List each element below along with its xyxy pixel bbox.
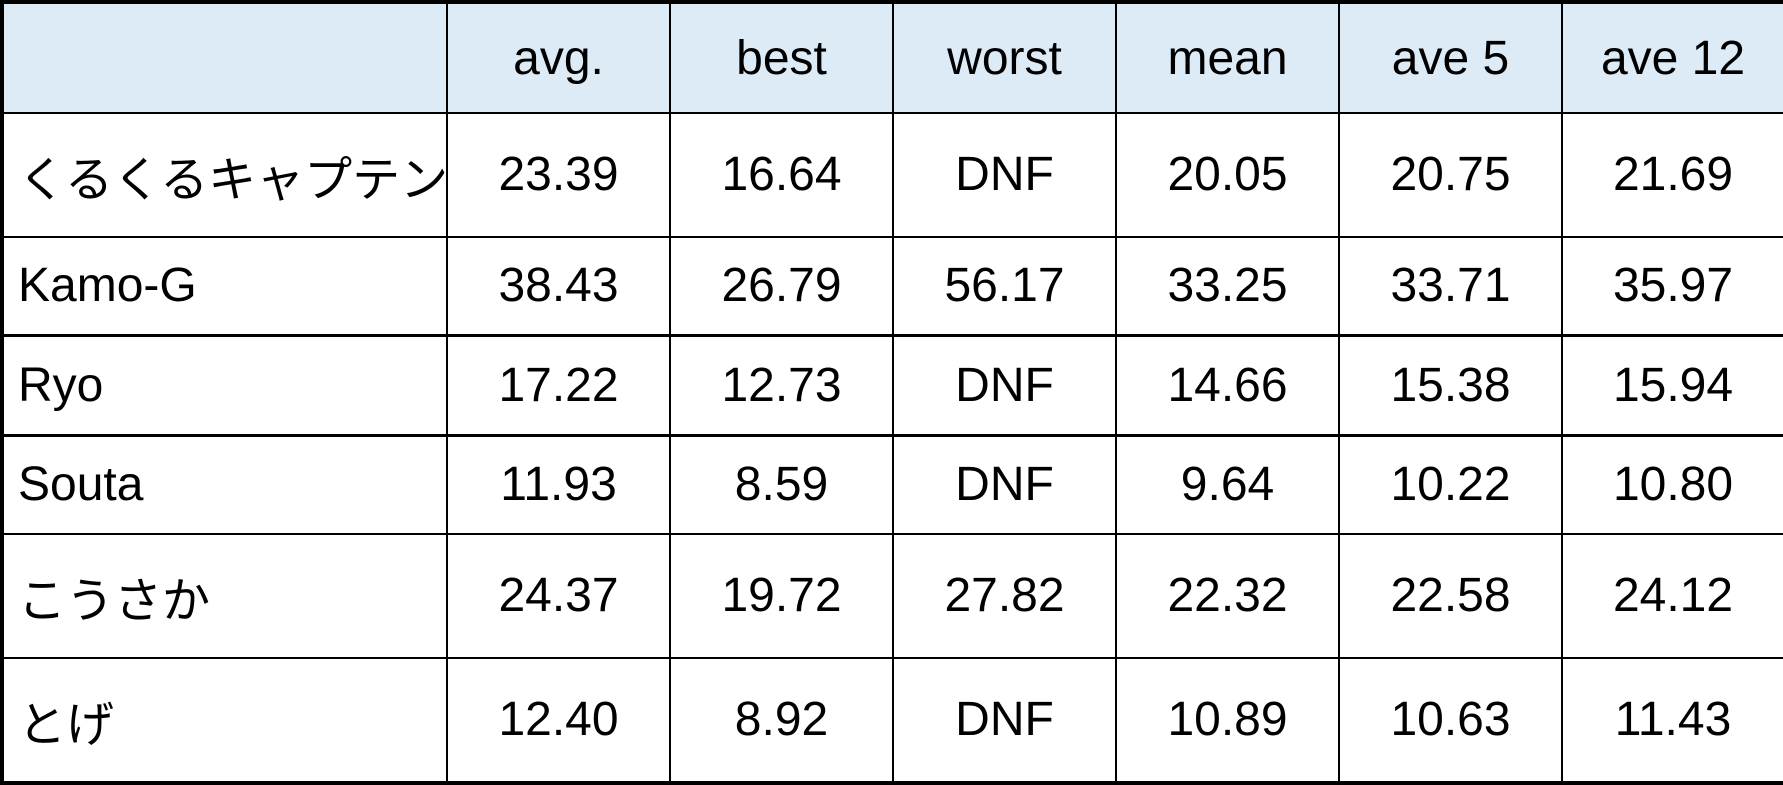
header-cell-worst: worst: [892, 0, 1117, 114]
data-cell: 12.73: [669, 334, 894, 437]
table-row: Ryo 17.22 12.73 DNF 14.66 15.38 15.94: [0, 334, 1783, 437]
data-cell: 11.43: [1561, 656, 1783, 785]
table-row: くるくるキャプテン 23.39 16.64 DNF 20.05 20.75 21…: [0, 112, 1783, 238]
data-cell: 15.38: [1338, 334, 1563, 437]
corner-cell: [0, 0, 448, 114]
header-row: avg. best worst mean ave 5 ave 12: [0, 0, 1783, 114]
data-cell: 22.58: [1338, 532, 1563, 659]
row-name-cell: Souta: [0, 434, 448, 535]
header-cell-mean: mean: [1115, 0, 1340, 114]
header-cell-avg: avg.: [446, 0, 671, 114]
row-name-cell: Kamo-G: [0, 235, 448, 337]
data-cell: 35.97: [1561, 235, 1783, 337]
table-row: Souta 11.93 8.59 DNF 9.64 10.22 10.80: [0, 434, 1783, 535]
data-cell: DNF: [892, 334, 1117, 437]
table-row: とげ 12.40 8.92 DNF 10.89 10.63 11.43: [0, 656, 1783, 785]
data-cell: 38.43: [446, 235, 671, 337]
header-cell-ave5: ave 5: [1338, 0, 1563, 114]
data-cell: 24.12: [1561, 532, 1783, 659]
data-cell: 9.64: [1115, 434, 1340, 535]
row-name-cell: Ryo: [0, 334, 448, 437]
data-cell: DNF: [892, 434, 1117, 535]
data-cell: 11.93: [446, 434, 671, 535]
data-cell: 33.71: [1338, 235, 1563, 337]
data-cell: 10.89: [1115, 656, 1340, 785]
data-cell: 15.94: [1561, 334, 1783, 437]
data-cell: 24.37: [446, 532, 671, 659]
data-cell: 10.63: [1338, 656, 1563, 785]
data-cell: 16.64: [669, 112, 894, 238]
data-cell: 14.66: [1115, 334, 1340, 437]
data-cell: 22.32: [1115, 532, 1340, 659]
row-name-cell: とげ: [0, 656, 448, 785]
row-name-cell: こうさか: [0, 532, 448, 659]
table-header: avg. best worst mean ave 5 ave 12: [0, 0, 1783, 114]
data-cell: 33.25: [1115, 235, 1340, 337]
table-body: くるくるキャプテン 23.39 16.64 DNF 20.05 20.75 21…: [0, 112, 1783, 785]
data-cell: 56.17: [892, 235, 1117, 337]
header-cell-best: best: [669, 0, 894, 114]
table-row: Kamo-G 38.43 26.79 56.17 33.25 33.71 35.…: [0, 235, 1783, 337]
data-cell: 8.92: [669, 656, 894, 785]
data-cell: 17.22: [446, 334, 671, 437]
data-cell: DNF: [892, 656, 1117, 785]
data-cell: 8.59: [669, 434, 894, 535]
row-name-cell: くるくるキャプテン: [0, 112, 448, 238]
data-cell: 23.39: [446, 112, 671, 238]
data-cell: 20.05: [1115, 112, 1340, 238]
data-cell: 12.40: [446, 656, 671, 785]
data-cell: DNF: [892, 112, 1117, 238]
header-cell-ave12: ave 12: [1561, 0, 1783, 114]
data-cell: 19.72: [669, 532, 894, 659]
data-cell: 10.22: [1338, 434, 1563, 535]
data-cell: 27.82: [892, 532, 1117, 659]
data-cell: 21.69: [1561, 112, 1783, 238]
data-cell: 20.75: [1338, 112, 1563, 238]
table-row: こうさか 24.37 19.72 27.82 22.32 22.58 24.12: [0, 532, 1783, 659]
data-cell: 26.79: [669, 235, 894, 337]
data-cell: 10.80: [1561, 434, 1783, 535]
